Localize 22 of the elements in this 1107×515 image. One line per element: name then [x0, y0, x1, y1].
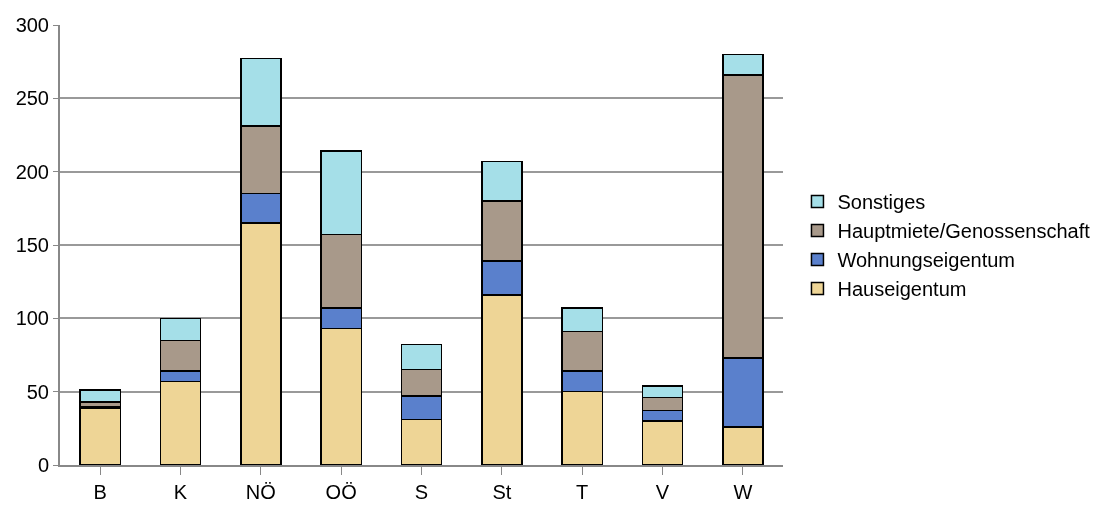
legend-label: Wohnungseigentum [837, 249, 1015, 272]
x-tick-label: V [655, 481, 670, 503]
legend-label: Sonstiges [837, 191, 926, 214]
x-tick-label: W [733, 481, 753, 503]
x-tick-label: T [576, 481, 589, 503]
x-tick-label: S [414, 481, 429, 503]
y-tick-label: 200 [15, 160, 49, 183]
y-tick-label: 100 [15, 307, 49, 330]
legend-label: Hauseigentum [837, 278, 967, 301]
bar [79, 407, 121, 465]
x-tick-label: St [492, 481, 512, 503]
legend-label: Hauptmiete/Genossenschaft [837, 220, 1091, 243]
y-tick-label: 250 [15, 87, 49, 110]
x-tick-label: NÖ [245, 481, 276, 503]
x-tick-label: B [93, 481, 107, 503]
y-tick-label: 300 [15, 14, 49, 36]
y-tick-label: 150 [15, 234, 49, 256]
x-tick-label: OÖ [325, 481, 357, 503]
y-tick-label: 0 [37, 454, 49, 476]
bar [79, 389, 121, 403]
y-tick-label: 50 [26, 380, 49, 403]
x-tick-label: K [173, 481, 188, 503]
